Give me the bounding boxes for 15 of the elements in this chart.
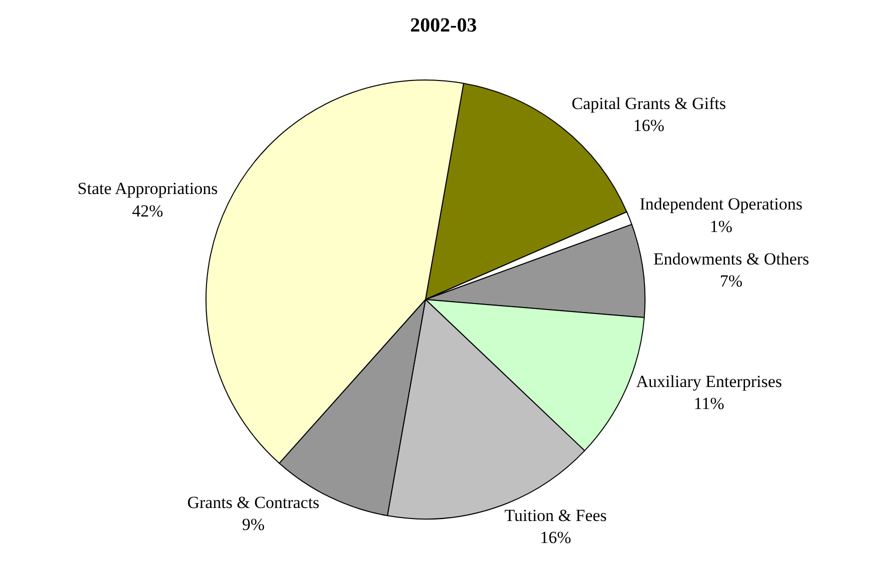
- data-label: 9%: [242, 515, 265, 534]
- data-label: 16%: [540, 528, 572, 548]
- slice-label: Endowments & Others: [653, 249, 810, 268]
- data-label: 1%: [710, 216, 732, 236]
- data-label: 7%: [720, 271, 743, 290]
- slice-label: Grants & Contracts: [187, 493, 320, 512]
- slice-label: Tuition & Fees: [504, 506, 607, 525]
- slice-label: Independent Operations: [640, 194, 803, 214]
- slice-label: State Appropriations: [78, 179, 218, 198]
- data-label: 11%: [694, 394, 724, 414]
- slice-label: Auxiliary Enterprises: [636, 372, 782, 392]
- slice-label: Capital Grants & Gifts: [572, 94, 726, 113]
- data-label: 42%: [132, 201, 164, 220]
- chart-title: 2002-03: [410, 14, 477, 36]
- data-label: 16%: [633, 116, 664, 135]
